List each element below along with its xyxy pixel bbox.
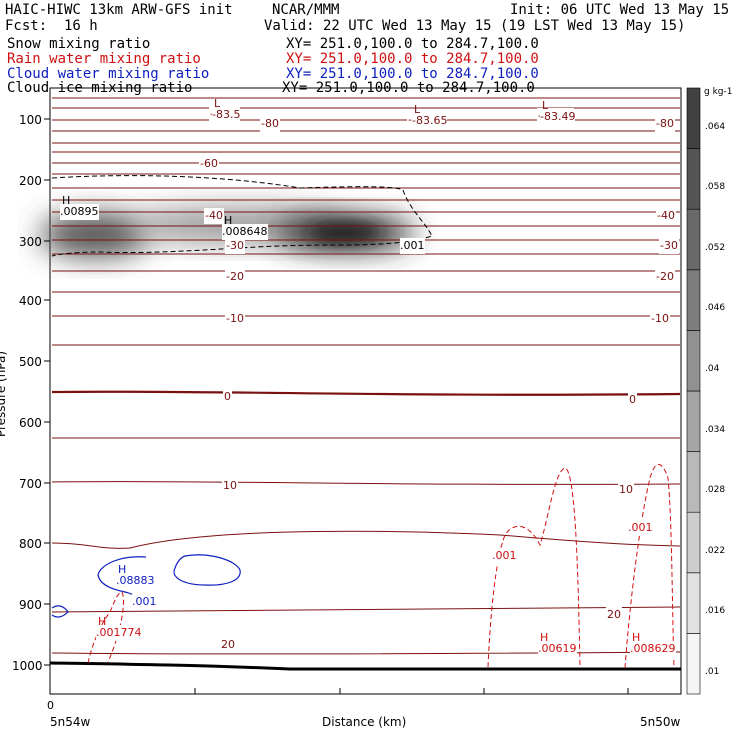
- temperature-contour-label: -80: [655, 116, 675, 132]
- extremum-value: .00895: [60, 204, 99, 220]
- colorbar-segment: [686, 269, 701, 331]
- extremum-value: .00619: [538, 641, 577, 657]
- colorbar-tick-label: .028: [705, 485, 726, 496]
- colorbar-segment: [686, 148, 701, 210]
- extremum-letter: H: [62, 194, 71, 207]
- temperature-contour-label: 10: [222, 478, 238, 494]
- extremum-value: .08883: [116, 573, 155, 589]
- y-ticks: [44, 118, 50, 666]
- temperature-contour-label: -30: [225, 238, 245, 254]
- temperature-contour-label: 20: [606, 607, 622, 623]
- colorbar-unit: g kg-1: [704, 87, 733, 97]
- y-tick-label: 900: [19, 598, 42, 612]
- field-cloudice-xy: XY= 251.0,100.0 to 284.7,100.0: [282, 80, 535, 96]
- fcst-value: 16 h: [64, 18, 98, 34]
- colorbar-segment: [686, 451, 701, 513]
- field-rain-name: Rain water mixing ratio: [7, 51, 201, 67]
- temperature-contour-label: -10: [225, 311, 245, 327]
- y-tick-label: 200: [19, 174, 42, 188]
- contour-value-label: .001: [628, 520, 653, 536]
- colorbar-tick-label: .04: [705, 364, 720, 374]
- init-time: Init: 06 UTC Wed 13 May 15: [510, 2, 730, 18]
- field-snow-name: Snow mixing ratio: [7, 36, 151, 52]
- x-start-label: 5n54w: [50, 715, 91, 729]
- colorbar-tick-label: .052: [705, 242, 726, 253]
- colorbar-tick-label: .046: [705, 303, 726, 314]
- colorbar-segment: [686, 208, 701, 271]
- temperature-contour-label: -60: [199, 156, 219, 172]
- x-tick-zero: 0: [47, 699, 54, 712]
- extremum-letter: H: [98, 615, 107, 628]
- colorbar-segment: [686, 330, 701, 392]
- colorbar-tick-label: .058: [705, 182, 726, 193]
- temperature-contour-label: -20: [655, 269, 675, 285]
- temperature-contour-label: 0: [223, 389, 232, 405]
- extremum-letter: H: [632, 631, 641, 644]
- y-tick-label: 800: [19, 537, 42, 551]
- temperature-contour-label: -40: [656, 208, 676, 224]
- temperature-contour-label: 10: [618, 482, 634, 498]
- field-rain-xy: XY= 251.0,100.0 to 284.7,100.0: [286, 51, 539, 67]
- colorbar-segment: [686, 87, 701, 149]
- field-cloudice-name: Cloud ice mixing ratio: [7, 80, 193, 96]
- x-end-label: 5n50w: [640, 715, 681, 729]
- extremum-value: -83.5: [212, 107, 241, 123]
- colorbar-tick-label: .034: [705, 424, 726, 435]
- extremum-value: .008648: [222, 224, 268, 240]
- temperature-contour-label: -30: [659, 238, 679, 254]
- extremum-letter: L: [214, 97, 221, 110]
- temperature-contour-label: -40: [204, 208, 224, 224]
- colorbar-segment: [686, 633, 701, 695]
- org-label: NCAR/MMM: [272, 2, 340, 18]
- extremum-value: -83.49: [540, 109, 576, 125]
- extremum-value: .008629: [630, 641, 676, 657]
- temperature-contour-label: -20: [225, 269, 245, 285]
- x-axis-label: Distance (km): [322, 715, 407, 729]
- colorbar-segment: [686, 390, 701, 452]
- colorbar-tick-label: .022: [705, 545, 726, 556]
- colorbar-segment: [686, 511, 701, 574]
- temperature-contour-label: -10: [650, 311, 670, 327]
- rain-contours: [87, 464, 675, 669]
- y-tick-label: 700: [19, 477, 42, 491]
- contour-value-label: .001: [492, 548, 517, 564]
- colorbar-tick-label: .01: [705, 667, 720, 677]
- extremum-letter: H: [540, 631, 549, 644]
- y-tick-label: 600: [19, 416, 42, 430]
- y-tick-label: 1000: [12, 659, 43, 673]
- y-tick-label: 100: [19, 113, 42, 127]
- y-tick-label: 300: [19, 235, 42, 249]
- valid-time: Valid: 22 UTC Wed 13 May 15 (19 LST Wed …: [264, 18, 686, 34]
- y-tick-label: 500: [19, 355, 42, 369]
- extremum-letter: L: [542, 99, 549, 112]
- temperature-contour-label: -80: [260, 116, 280, 132]
- y-axis-label: Pressure (hPa): [0, 350, 9, 438]
- fcst-label: Fcst:: [5, 18, 48, 34]
- colorbar-tick-label: .064: [705, 121, 726, 132]
- x-ticks: [194, 688, 629, 694]
- field-cloudwater-xy: XY= 251.0,100.0 to 284.7,100.0: [286, 66, 539, 82]
- temperature-contour-label: 20: [220, 637, 236, 653]
- extremum-letter: L: [414, 103, 421, 116]
- field-snow-xy: XY= 251.0,100.0 to 284.7,100.0: [286, 36, 539, 52]
- contour-value-label: .001: [132, 594, 157, 610]
- contour-value-label: .001: [400, 238, 425, 254]
- cloud-ice-contour: [51, 175, 433, 257]
- extremum-letter: H: [224, 214, 233, 227]
- extremum-value: -83.65: [412, 113, 448, 129]
- extremum-letter: H: [118, 563, 127, 576]
- colorbar-tick-label: .016: [705, 606, 726, 617]
- terrain-line: [49, 661, 681, 671]
- colorbar: [686, 87, 701, 695]
- field-cloudwater-name: Cloud water mixing ratio: [7, 66, 210, 82]
- temperature-contour-label: 0: [628, 392, 637, 408]
- model-title: HAIC-HIWC 13km ARW-GFS init: [5, 2, 233, 18]
- colorbar-segment: [686, 572, 701, 634]
- y-tick-label: 400: [19, 294, 42, 308]
- extremum-value: .001774: [96, 625, 142, 641]
